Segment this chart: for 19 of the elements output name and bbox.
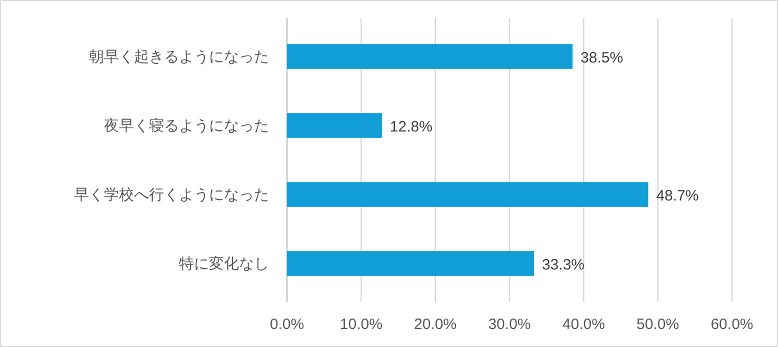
x-tick-label: 60.0% [710, 316, 754, 333]
y-tick-label: 夜早く寝るようになった [104, 118, 269, 134]
x-tick-label: 50.0% [636, 316, 680, 333]
bar [287, 113, 382, 138]
y-tick-label: 早く学校へ行くようになった [74, 186, 269, 204]
x-tick-label: 30.0% [488, 316, 531, 333]
x-tick-label: 20.0% [414, 316, 457, 333]
x-tick-label: 40.0% [562, 316, 605, 333]
data-label: 33.3% [542, 256, 585, 274]
y-tick-label: 朝早く起きるようになった [89, 48, 269, 66]
y-tick-label: 特に変化なし [179, 256, 269, 272]
data-label: 38.5% [580, 50, 624, 66]
bar [287, 182, 648, 207]
data-label: 12.8% [390, 118, 432, 136]
bar [287, 44, 573, 69]
data-label: 48.7% [656, 188, 699, 204]
x-tick-label: 0.0% [270, 316, 304, 333]
bar [287, 251, 534, 276]
x-tick-label: 10.0% [340, 316, 382, 333]
